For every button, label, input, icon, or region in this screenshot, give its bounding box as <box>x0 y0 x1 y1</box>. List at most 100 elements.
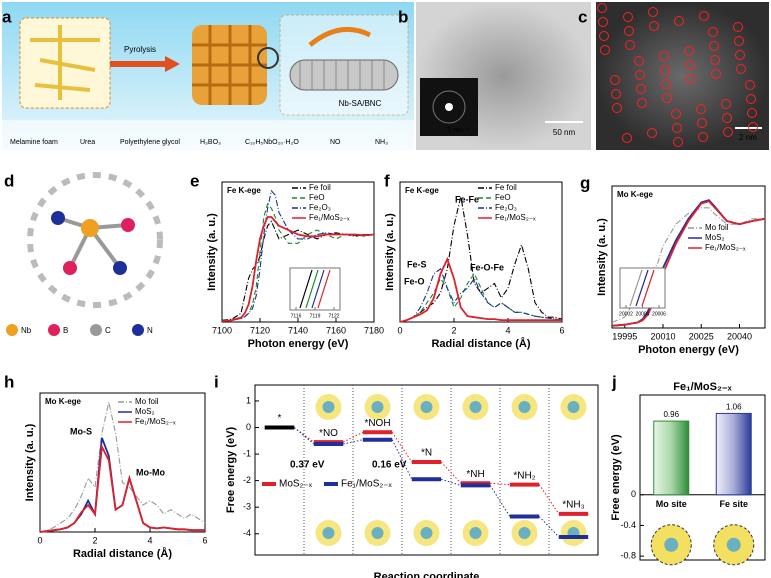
x-axis-label: Photon energy (eV) <box>638 344 739 356</box>
structure <box>469 401 482 413</box>
inset-line <box>635 269 649 307</box>
legend-label: FeO <box>309 193 325 202</box>
inset-tick-label: 20004 <box>636 311 650 317</box>
annotation: Fe-O-Fe <box>470 262 504 272</box>
structure <box>322 527 335 539</box>
x-tick-label: 20025 <box>689 331 714 341</box>
atom-circle <box>660 65 670 75</box>
level-label: *NH <box>466 469 484 480</box>
x-tick-label: 7140 <box>288 325 308 335</box>
atom-circle <box>662 93 672 103</box>
plot-frame <box>399 181 563 323</box>
connector <box>538 484 560 515</box>
atom-markers <box>597 3 758 147</box>
atom-circle <box>623 12 633 22</box>
panel-label: c <box>578 7 587 26</box>
x-tick-label: 7160 <box>326 325 346 335</box>
structure <box>371 527 384 539</box>
legend-dot <box>90 324 102 336</box>
panel-label: g <box>580 173 590 192</box>
chart-title: Fe K-ege <box>405 186 439 195</box>
atom-circle <box>647 128 657 138</box>
x-tick-label: 20010 <box>650 331 675 341</box>
x-tick-label: 0 <box>397 325 402 335</box>
legend-item: B <box>63 326 68 335</box>
atom-circle <box>612 103 622 113</box>
structure <box>469 527 482 539</box>
nanotube <box>289 59 399 91</box>
atom-circle <box>722 113 732 123</box>
atom-circle <box>637 98 647 108</box>
arrow-label: Pyrolysis <box>124 45 156 54</box>
legend-label: MoS₂ <box>705 233 725 242</box>
atom-circle <box>711 69 721 79</box>
atom-circle <box>698 132 708 142</box>
framework <box>192 25 267 105</box>
x-tick-label: 2 <box>92 535 97 545</box>
bar <box>715 412 752 496</box>
structure <box>664 537 679 552</box>
atom-circle <box>622 133 632 143</box>
atom-circle <box>733 22 743 32</box>
molecule <box>27 172 163 308</box>
scale-label: 50 nm <box>553 128 576 137</box>
structure <box>726 537 741 552</box>
level-label: * <box>278 413 282 424</box>
legend-strip <box>2 120 414 150</box>
connector <box>391 439 413 480</box>
atom-circle <box>625 40 635 50</box>
legend-label: MoS₂ <box>135 407 155 416</box>
inset-tick-label: 7119 <box>310 313 321 319</box>
annotation: 0.16 eV <box>372 460 407 471</box>
legend-label: Fe foil <box>309 183 331 192</box>
x-axis-label: Photon energy (eV) <box>248 338 349 350</box>
connector <box>342 431 364 443</box>
atom-circle <box>699 11 709 21</box>
y-tick-label: -0.8 <box>620 551 636 561</box>
chart-title: Fe K-ege <box>227 186 261 195</box>
series-line <box>399 256 562 323</box>
atom-circle <box>671 109 681 119</box>
x-tick-label: 7120 <box>250 325 270 335</box>
y-axis-label: Intensity (a. u.) <box>206 213 218 291</box>
atom-circle <box>624 26 634 36</box>
panel-label: e <box>190 171 199 190</box>
structure <box>322 401 335 413</box>
level-label: *NH₂ <box>513 470 535 481</box>
saed-spot <box>445 103 453 111</box>
legend-dot <box>132 324 144 336</box>
foam <box>30 25 100 100</box>
level-label: *N <box>421 448 432 459</box>
category-label: Fe site <box>719 499 748 509</box>
legend-label: FeO <box>495 193 511 202</box>
atom-circle <box>661 79 671 89</box>
x-tick-label: 6 <box>202 535 207 545</box>
category-label: Mo site <box>656 499 687 509</box>
x-axis-label: Radial distance (Å) <box>73 547 172 560</box>
x-tick-label: 7180 <box>364 325 384 335</box>
chart-title: Mo K-ege <box>45 397 82 406</box>
level-label: *NOH <box>364 418 390 429</box>
atom-circle <box>709 41 719 51</box>
legend-label: MoS₂₋ₓ <box>279 479 313 490</box>
chart-title: Mo K-ege <box>617 190 654 199</box>
data-label: 1.06 <box>726 403 742 412</box>
structure <box>371 401 384 413</box>
y-axis-label: Intensity (a. u.) <box>24 423 36 501</box>
series-line <box>221 220 374 321</box>
legend-label: Fe₂O₃ <box>495 203 517 212</box>
inset-line <box>311 269 325 309</box>
panel-label: f <box>384 171 390 190</box>
legend-label: Fe₁/MoS₂₋ₓ <box>495 213 536 222</box>
structure <box>420 401 433 413</box>
inset-frame <box>289 267 341 311</box>
y-axis-label: Free energy (eV) <box>225 427 237 514</box>
x-tick-label: 0 <box>37 535 42 545</box>
legend-item: Urea <box>80 139 95 146</box>
arrow-head <box>165 56 180 72</box>
annotation: Fe-Fe <box>455 194 479 204</box>
saed-ring <box>432 90 466 124</box>
scale-label: 5 nm⁻¹ <box>447 127 469 134</box>
y-tick-label: -1 <box>243 448 251 458</box>
atom-circle <box>736 64 746 74</box>
